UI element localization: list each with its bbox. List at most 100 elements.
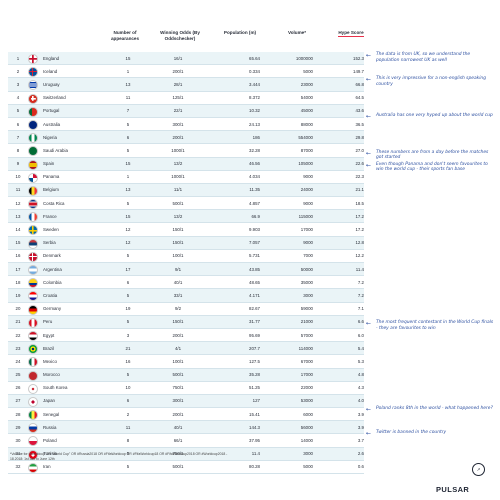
appearances-cell: 21 xyxy=(125,345,131,351)
hype-cell: 17.2 xyxy=(355,227,364,233)
rank-cell: 16 xyxy=(15,253,21,259)
table-row: 8 Saudi Arabia 5 1000/1 32.28 87000 27.0 xyxy=(8,144,364,158)
table-row: 11 Belgium 13 11/1 11.35 24000 21.1 xyxy=(8,183,364,198)
rank-cell: 24 xyxy=(15,358,21,364)
hype-cell: 66.8 xyxy=(355,81,364,87)
rank-cell: 31 xyxy=(15,451,21,457)
volume-cell: 22000 xyxy=(300,385,313,391)
volume-cell: 50000 xyxy=(300,266,313,272)
appearances-cell: 16 xyxy=(125,358,131,364)
brand-logo: PULSAR xyxy=(436,485,470,494)
odds-cell: 500/1 xyxy=(172,372,184,378)
rank-cell: 19 xyxy=(15,292,21,298)
tunisia-flag-icon xyxy=(28,449,38,460)
volume-cell: 56000 xyxy=(300,424,313,430)
appearances-cell: 15 xyxy=(125,55,131,61)
volume-cell: 87000 xyxy=(300,147,313,153)
country-cell: Sweden xyxy=(43,227,59,233)
rank-cell: 18 xyxy=(15,279,21,285)
population-cell: 80.28 xyxy=(249,464,260,470)
volume-cell: 115000 xyxy=(298,213,313,219)
odds-cell: 200/1 xyxy=(172,332,184,338)
appearances-cell: 19 xyxy=(125,306,131,312)
rank-cell: 7 xyxy=(16,134,20,140)
croatia-flag-icon xyxy=(28,291,38,302)
appearances-cell: 12 xyxy=(125,227,131,233)
header-odds: Winning Odds (By Oddschecker) xyxy=(160,30,200,41)
population-cell: 3.444 xyxy=(249,81,260,87)
table-row: 6 Australia 5 300/1 24.13 88000 36.5 xyxy=(8,118,364,132)
rank-cell: 9 xyxy=(16,161,20,167)
annotation-text: These numbers are from a day before the … xyxy=(376,149,489,161)
population-cell: 5.731 xyxy=(249,253,260,259)
header-hype: Hype Score xyxy=(336,30,366,37)
hype-cell: 3.9 xyxy=(357,411,364,417)
population-cell: 95.69 xyxy=(249,332,260,338)
table-row: 29 Russia 11 40/1 144.3 56000 3.9 xyxy=(8,421,364,435)
volume-cell: 53000 xyxy=(300,398,313,404)
country-cell: England xyxy=(43,55,60,61)
table-row: 1 England 15 16/1 65.64 1000000 152.3 xyxy=(8,52,364,66)
hype-cell: 27.0 xyxy=(355,147,364,153)
hype-cell: 152.3 xyxy=(353,55,364,61)
annotation-text: The data is from UK, so we understand th… xyxy=(376,52,471,63)
table-row: 27 Japan 6 300/1 127 53000 4.0 xyxy=(8,394,364,409)
odds-cell: 13/2 xyxy=(173,213,183,219)
population-cell: 0.334 xyxy=(249,68,260,74)
hype-cell: 5.3 xyxy=(357,358,364,364)
country-cell: Poland xyxy=(43,438,57,444)
appearances-cell: 13 xyxy=(125,187,131,193)
odds-cell: 500/1 xyxy=(172,464,184,470)
appearances-cell: 5 xyxy=(126,200,130,206)
odds-cell: 22/1 xyxy=(173,108,183,114)
table-row: 16 Denmark 5 100/1 5.731 7000 12.2 xyxy=(8,250,364,263)
russia-flag-icon xyxy=(28,423,38,434)
odds-cell: 100/1 xyxy=(172,358,184,364)
annotation-text: Australia has one very hyped up about th… xyxy=(376,113,493,118)
arrow-left-icon: ← xyxy=(366,149,372,157)
population-cell: 11.35 xyxy=(249,187,260,193)
iceland-flag-icon xyxy=(28,67,38,78)
population-cell: 11.4 xyxy=(251,451,260,457)
appearances-cell: 11 xyxy=(125,95,131,101)
population-cell: 65.64 xyxy=(249,55,260,61)
volume-cell: 6000 xyxy=(303,411,313,417)
denmark-flag-icon xyxy=(28,251,38,262)
volume-cell: 554000 xyxy=(298,134,313,140)
table-row: 28 Senegal 2 200/1 15.41 6000 3.9 xyxy=(8,408,364,422)
appearances-cell: 12 xyxy=(125,240,131,246)
table-row: 4 Switzerland 11 125/1 8.372 54000 64.5 xyxy=(8,92,364,105)
colombia-flag-icon xyxy=(28,278,38,289)
hype-cell: 11.4 xyxy=(355,266,364,272)
population-cell: 4.034 xyxy=(249,174,260,180)
appearances-cell: 6 xyxy=(126,398,130,404)
belgium-flag-icon xyxy=(28,185,38,196)
header-appearances: Number of appearances xyxy=(110,30,140,41)
table-row: 24 Mexico 16 100/1 127.5 67000 5.3 xyxy=(8,355,364,369)
population-cell: 4.857 xyxy=(249,200,260,206)
odds-cell: 200/1 xyxy=(172,68,184,74)
appearances-cell: 1 xyxy=(126,174,130,180)
volume-cell: 3000 xyxy=(303,292,313,298)
hype-cell: 5.4 xyxy=(357,345,364,351)
table-row: 31 Tunisia 5 750/1 11.4 3000 2.6 xyxy=(8,447,364,461)
table-row: 14 Sweden 12 150/1 9.903 17000 17.2 xyxy=(8,223,364,237)
appearances-cell: 15 xyxy=(125,213,131,219)
country-cell: Nigeria xyxy=(43,134,57,140)
rank-cell: 17 xyxy=(15,266,21,272)
odds-cell: 125/1 xyxy=(172,95,184,101)
rank-cell: 15 xyxy=(15,240,21,246)
appearances-cell: 5 xyxy=(126,147,130,153)
hype-cell: 149.7 xyxy=(353,68,364,74)
rankings-table: 1 England 15 16/1 65.64 1000000 152.3 2 Iceland 1… xyxy=(8,52,364,474)
country-cell: Russia xyxy=(43,424,57,430)
poland-flag-icon xyxy=(28,436,38,447)
volume-cell: 35000 xyxy=(300,279,313,285)
population-cell: 46.56 xyxy=(249,161,260,167)
volume-cell: 14000 xyxy=(300,438,313,444)
hype-cell: 64.5 xyxy=(355,95,364,101)
rank-cell: 10 xyxy=(15,174,21,180)
saudi-flag-icon xyxy=(28,146,38,157)
population-cell: 15.41 xyxy=(249,411,260,417)
country-cell: Senegal xyxy=(43,411,60,417)
